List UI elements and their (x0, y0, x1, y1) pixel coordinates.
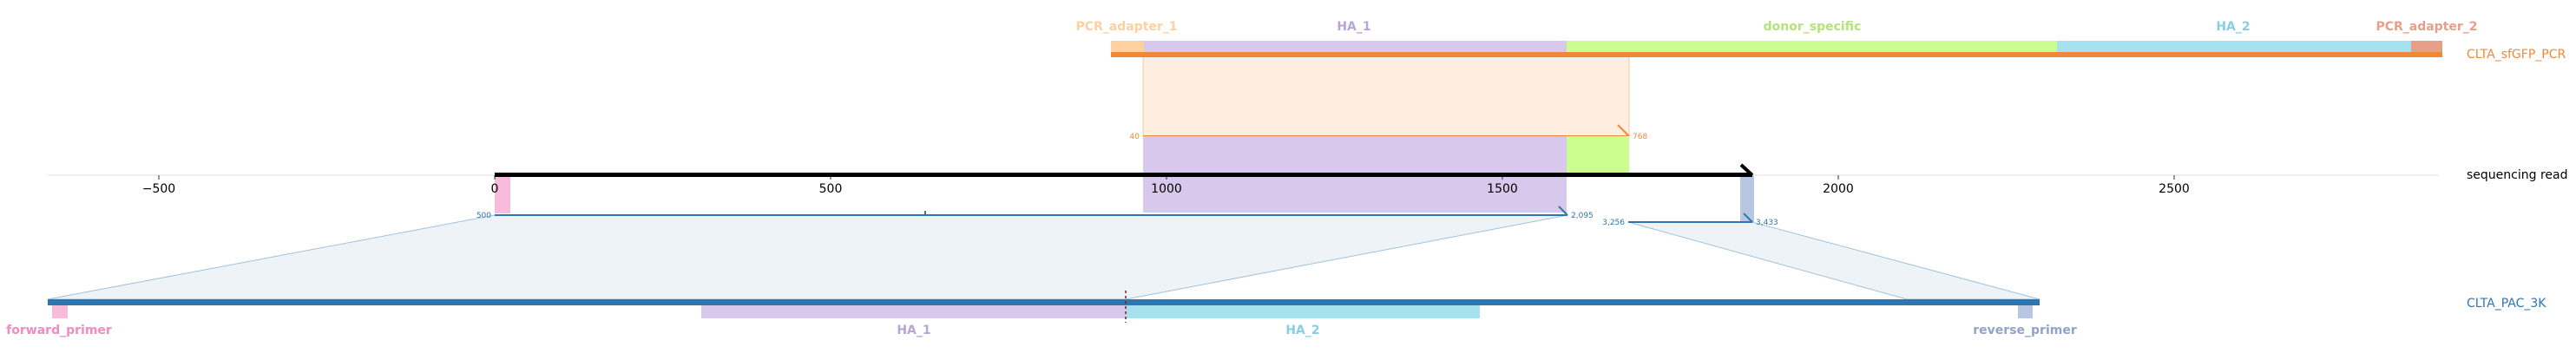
axis-tick-label: 2500 (2159, 182, 2190, 196)
reverse-primer-block (2018, 305, 2033, 318)
axis-tick-label: −500 (142, 182, 175, 196)
axis-tick-label: 2000 (1823, 182, 1854, 196)
plasmid-alignment-1-arrowhead (1558, 206, 1568, 216)
donor-specific-label: donor_specific (1764, 20, 1862, 34)
ha-1-block (1144, 41, 1567, 53)
pcr-match-region (1142, 55, 1630, 137)
forward-primer-label: forward_primer (6, 324, 112, 337)
pcr-features (1111, 41, 2442, 53)
axis-tick-label: 0 (491, 182, 499, 196)
plasmid-alignment-2-arrowhead (1743, 213, 1753, 223)
axis-tick-label: 1000 (1151, 182, 1182, 196)
pcr-adapter-1-block (1111, 41, 1144, 53)
plasmid-ha-1-label: HA_1 (897, 324, 930, 337)
pcr-track-line (1111, 52, 2442, 57)
plasmid-alignment-2-start-label: 3,256 (1602, 219, 1625, 227)
axis-ticks: −500 0 500 1000 1500 2000 2500 (142, 175, 2190, 196)
plasmid-alignment-1-start-label: 500 (476, 212, 491, 220)
read-donor-segment (1567, 136, 1629, 175)
pcr-alignment-arrowhead (1617, 124, 1630, 137)
pcr-alignment-start-label: 40 (1130, 133, 1140, 141)
read-track-label: sequencing read (2467, 168, 2567, 182)
read-forward-primer-segment (495, 175, 510, 213)
position-axis: −500 0 500 1000 1500 2000 2500 (48, 174, 2439, 196)
ha-1-label: HA_1 (1337, 20, 1370, 34)
plasmid-match-region-2 (1627, 221, 2040, 300)
plasmid-ha-2-block (1126, 305, 1480, 318)
plasmid-features (52, 305, 2033, 318)
plasmid-match-region-1 (47, 214, 1568, 300)
plasmid-alignment-1-end-label: 2,095 (1571, 212, 1594, 220)
reverse-primer-label: reverse_primer (1973, 324, 2077, 337)
pcr-adapter-2-label: PCR_adapter_2 (2376, 20, 2477, 34)
plasmid-track-label: CLTA_PAC_3K (2467, 297, 2546, 311)
ha-2-block (2057, 41, 2411, 53)
pcr-track-label: CLTA_sfGFP_PCR (2467, 48, 2566, 62)
axis-tick-label: 500 (819, 182, 843, 196)
pcr-adapter-1-label: PCR_adapter_1 (1075, 20, 1177, 34)
axis-tick-label: 1500 (1487, 182, 1518, 196)
plasmid-ha-2-label: HA_2 (1285, 324, 1319, 337)
read-reverse-primer-segment (1740, 175, 1754, 222)
read-track-line (495, 173, 1752, 177)
plasmid-ha-1-block (701, 305, 1126, 318)
read-arrowhead (1739, 163, 1754, 177)
pcr-adapter-2-block (2411, 41, 2442, 53)
plasmid-track-line (48, 299, 2040, 305)
pcr-alignment-end-label: 768 (1633, 133, 1647, 141)
ha-2-label: HA_2 (2216, 20, 2250, 34)
donor-specific-block (1567, 41, 2057, 53)
plasmid-alignment-2-end-label: 3,433 (1756, 219, 1778, 227)
forward-primer-block (52, 305, 68, 318)
